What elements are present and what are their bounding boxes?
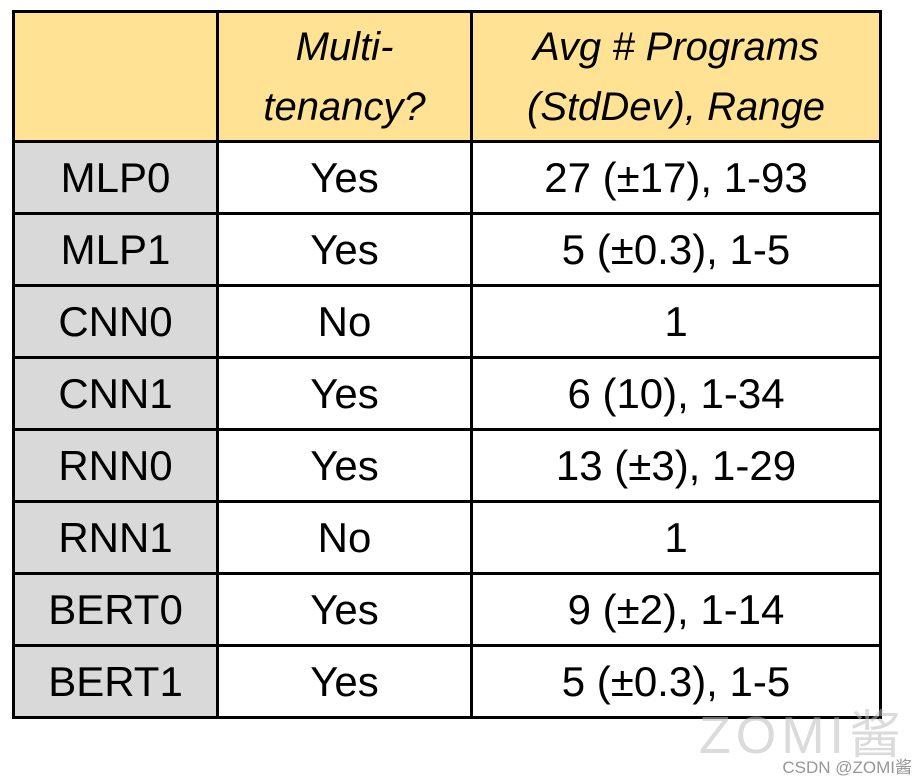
header-tenancy-line2: tenancy? [263, 84, 426, 129]
row-label: CNN0 [12, 284, 219, 359]
programs-cell: 1 [470, 500, 882, 575]
programs-cell: 27 (±17), 1-93 [470, 140, 882, 215]
multitenancy-cell: No [216, 500, 473, 575]
table-row-rnn1: RNN1 No 1 [12, 500, 882, 575]
row-label: CNN1 [12, 356, 219, 431]
programs-cell: 6 (10), 1-34 [470, 356, 882, 431]
multitenancy-cell: Yes [216, 140, 473, 215]
row-label: RNN0 [12, 428, 219, 503]
header-tenancy-line1: Multi- [295, 24, 394, 69]
header-cell-model [12, 10, 219, 143]
table-row-rnn0: RNN0 Yes 13 (±3), 1-29 [12, 428, 882, 503]
table-row-mlp1: MLP1 Yes 5 (±0.3), 1-5 [12, 212, 882, 287]
programs-cell: 5 (±0.3), 1-5 [470, 212, 882, 287]
programs-cell: 1 [470, 284, 882, 359]
row-label: BERT1 [12, 644, 219, 719]
header-cell-programs: Avg # Programs (StdDev), Range [470, 10, 882, 143]
row-label: MLP0 [12, 140, 219, 215]
table-header-row: Multi- tenancy? Avg # Programs (StdDev),… [12, 10, 882, 143]
row-label: RNN1 [12, 500, 219, 575]
programs-cell: 9 (±2), 1-14 [470, 572, 882, 647]
table-row-bert1: BERT1 Yes 5 (±0.3), 1-5 [12, 644, 882, 719]
row-label: BERT0 [12, 572, 219, 647]
multitenancy-cell: No [216, 284, 473, 359]
header-programs-line1: Avg # Programs [532, 24, 820, 69]
multitenancy-cell: Yes [216, 572, 473, 647]
watermark-small: CSDN @ZOMI酱 [782, 758, 912, 777]
programs-cell: 13 (±3), 1-29 [470, 428, 882, 503]
programs-cell: 5 (±0.3), 1-5 [470, 644, 882, 719]
multitenancy-cell: Yes [216, 212, 473, 287]
multitenancy-cell: Yes [216, 644, 473, 719]
multitenancy-cell: Yes [216, 356, 473, 431]
data-table: Multi- tenancy? Avg # Programs (StdDev),… [12, 10, 882, 719]
multitenancy-cell: Yes [216, 428, 473, 503]
header-cell-tenancy: Multi- tenancy? [216, 10, 473, 143]
multitenancy-table: Multi- tenancy? Avg # Programs (StdDev),… [12, 10, 882, 719]
table-row-cnn0: CNN0 No 1 [12, 284, 882, 359]
row-label: MLP1 [12, 212, 219, 287]
header-programs-line2: (StdDev), Range [527, 84, 825, 129]
table-row-cnn1: CNN1 Yes 6 (10), 1-34 [12, 356, 882, 431]
table-row-mlp0: MLP0 Yes 27 (±17), 1-93 [12, 140, 882, 215]
table-row-bert0: BERT0 Yes 9 (±2), 1-14 [12, 572, 882, 647]
